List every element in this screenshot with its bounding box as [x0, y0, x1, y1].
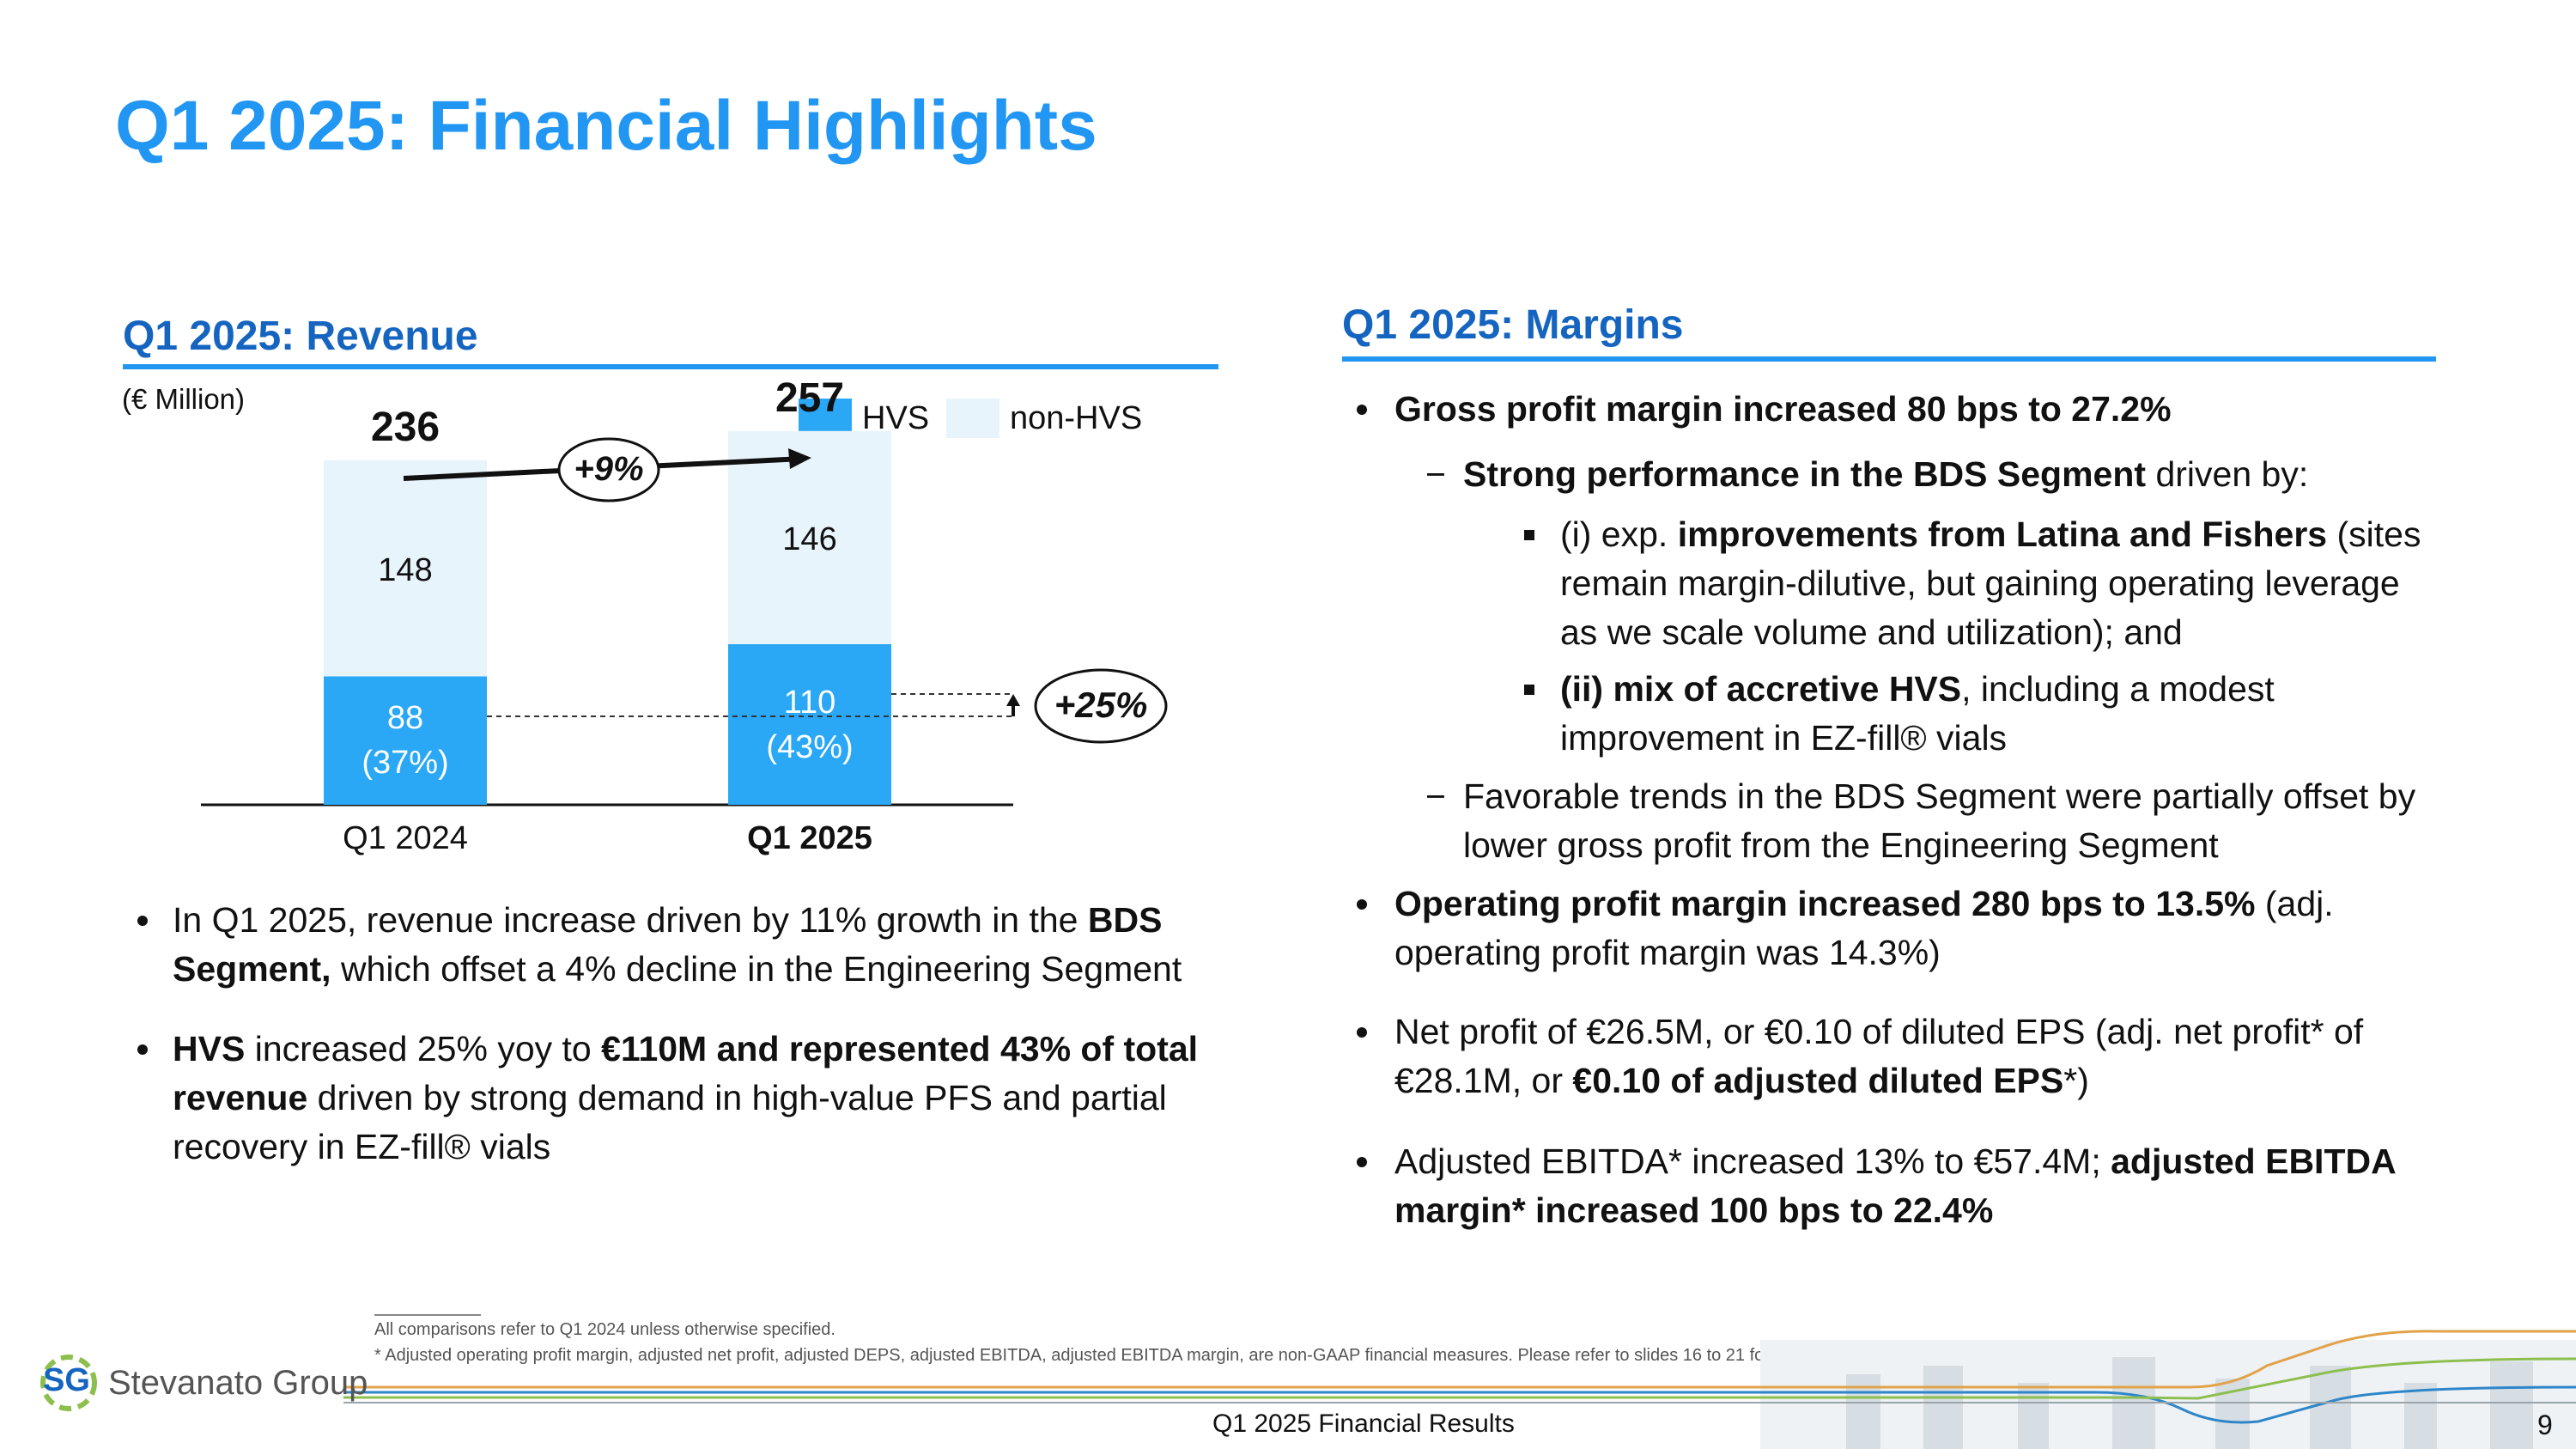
bar-value-label: 146: [782, 521, 837, 557]
footer-decoration: [343, 1330, 2576, 1449]
margin-bullet-text: Net profit of €26.5M, or €0.10 of dilute…: [1394, 1008, 2433, 1105]
margin-bullet-text: Adjusted EBITDA* increased 13% to €57.4M…: [1394, 1137, 2433, 1235]
footnote-rule: [374, 1314, 481, 1316]
revenue-heading: Q1 2025: Revenue: [123, 314, 478, 359]
text-run: (adj. operating profit margin was 14.3%): [1394, 884, 2334, 972]
margin-bullet-text: Gross profit margin increased 80 bps to …: [1394, 385, 2433, 434]
square-marker: [1524, 530, 1534, 540]
text-run: (i) exp.: [1560, 514, 1678, 554]
dash-marker: −: [1425, 776, 1446, 816]
margin-sub-sub-bullet-text: (ii) mix of accretive HVS, including a m…: [1560, 665, 2436, 763]
footer-title: Q1 2025 Financial Results: [1212, 1409, 1515, 1438]
revenue-bullet-text: In Q1 2025, revenue increase driven by 1…: [173, 896, 1229, 994]
bar-segment-non-hvs: [324, 460, 487, 677]
category-label: Q1 2025: [747, 820, 872, 856]
bullet-dot: [1357, 405, 1367, 415]
square-marker: [1524, 685, 1534, 695]
unit-label: (€ Million): [122, 383, 246, 415]
dash-marker: −: [1425, 454, 1446, 494]
hvs-growth-label: +25%: [1054, 685, 1148, 725]
bar-segment-hvs: [324, 676, 487, 805]
category-label: Q1 2024: [343, 820, 468, 856]
text-run: *): [2063, 1061, 2089, 1100]
text-run: driven by strong demand in high-value PF…: [173, 1078, 1167, 1166]
text-run: (ii) mix of accretive HVS: [1560, 669, 1962, 709]
text-run: €110M and represented 43% of total reven…: [173, 1029, 1199, 1117]
growth-arrow-head: [788, 448, 811, 469]
footer-photo-band: [1760, 1340, 2576, 1449]
bullet-dot: [1357, 899, 1367, 910]
company-logo-mark: SG: [36, 1352, 105, 1412]
bullet-dot: [137, 916, 148, 926]
text-run: Operating profit margin increased 280 bp…: [1394, 884, 2256, 923]
text-run: driven by:: [2146, 454, 2309, 494]
text-run: Favorable trends in the BDS Segment were…: [1463, 776, 2416, 865]
growth-bubble: [557, 437, 660, 502]
margin-sub-sub-bullet-text: (i) exp. improvements from Latina and Fi…: [1560, 510, 2436, 657]
revenue-bullet-text: HVS increased 25% yoy to €110M and repre…: [173, 1025, 1229, 1172]
margin-sub-bullet-text: Strong performance in the BDS Segment dr…: [1463, 450, 2433, 499]
bar-total-label: 236: [370, 404, 440, 450]
margin-sub-bullet-text: Favorable trends in the BDS Segment were…: [1463, 772, 2433, 870]
text-run: adjusted EBITDA margin* increased 100 bp…: [1394, 1142, 2396, 1230]
bar-segment-hvs: [728, 644, 891, 805]
legend-label-non-hvs: non-HVS: [1010, 400, 1143, 436]
bar-value-label: 148: [378, 551, 433, 588]
margins-heading: Q1 2025: Margins: [1342, 302, 1684, 348]
footnote-1: All comparisons refer to Q1 2024 unless …: [374, 1320, 835, 1339]
text-run: Gross profit margin increased 80 bps to …: [1394, 389, 2172, 429]
revenue-chart: [201, 430, 1168, 807]
text-run: (sites remain margin-dilutive, but gaini…: [1560, 514, 2421, 652]
bar-value-label: 88 (37%): [361, 700, 449, 782]
bar-value-label: 110 (43%): [766, 684, 854, 765]
text-run: which offset a 4% decline in the Enginee…: [331, 949, 1182, 989]
hvs-growth-arrow-head: [1006, 694, 1020, 706]
footer-line-orange: [343, 1330, 2576, 1389]
text-run: BDS Segment,: [173, 900, 1163, 989]
bar-segment-non-hvs: [728, 430, 891, 644]
text-run: HVS: [173, 1029, 246, 1068]
text-run: Strong performance in the BDS Segment: [1463, 454, 2147, 494]
text-run: , including a modest improvement in EZ-f…: [1560, 669, 2275, 758]
growth-label: +9%: [574, 450, 644, 488]
text-run: Adjusted EBITDA* increased 13% to €57.4M…: [1394, 1142, 2111, 1181]
legend-swatch-non-hvs: [946, 399, 999, 438]
text-run: increased 25% yoy to: [245, 1029, 602, 1068]
hvs-growth-bubble: [1034, 668, 1168, 744]
page-number: 9: [2537, 1409, 2553, 1440]
footnote-2: * Adjusted operating profit margin, adju…: [374, 1346, 2075, 1365]
logo-icon: [40, 1355, 97, 1411]
company-logo-text: Stevanato Group: [108, 1364, 368, 1402]
margins-heading-rule: [1342, 356, 2436, 362]
text-run: €0.10 of adjusted diluted EPS: [1572, 1061, 2064, 1100]
revenue-heading-rule: [123, 364, 1218, 369]
text-run: improvements from Latina and Fishers: [1677, 514, 2328, 554]
logo-monogram: SG: [43, 1362, 90, 1398]
bullet-dot: [1357, 1157, 1367, 1167]
text-run: Net profit of €26.5M, or €0.10 of dilute…: [1394, 1012, 2364, 1100]
legend-label-hvs: HVS: [862, 400, 930, 436]
bullet-dot: [1357, 1027, 1367, 1038]
bar-total-label: 257: [775, 374, 845, 421]
margin-bullet-text: Operating profit margin increased 280 bp…: [1394, 880, 2433, 977]
page-title: Q1 2025: Financial Highlights: [115, 87, 1097, 165]
text-run: In Q1 2025, revenue increase driven by 1…: [173, 900, 1088, 940]
bullet-dot: [137, 1044, 148, 1055]
footer-line-green: [343, 1357, 2576, 1400]
